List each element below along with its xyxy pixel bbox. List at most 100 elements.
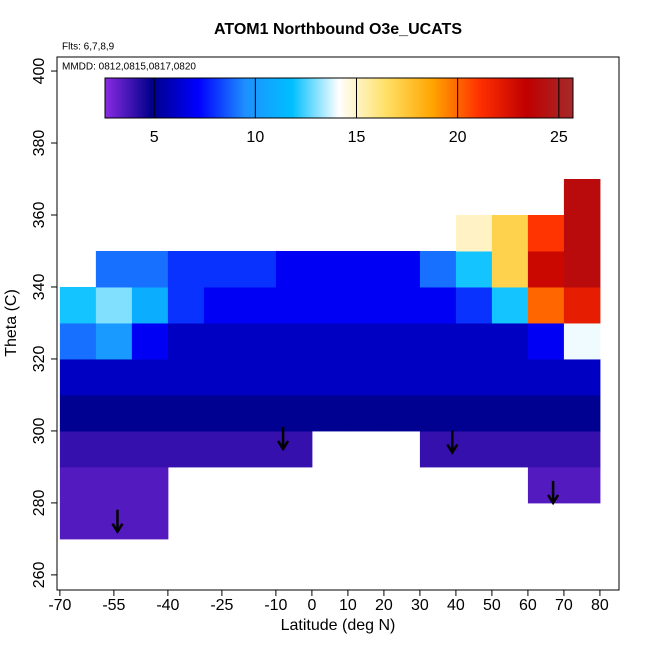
heatmap-cell: [419, 358, 457, 396]
heatmap-cell: [563, 250, 601, 288]
heatmap-cell: [59, 430, 97, 468]
heatmap-cell: [311, 322, 349, 360]
y-tick-label: 260: [31, 561, 48, 588]
heatmap-cell: [275, 322, 313, 360]
heatmap-cell: [491, 358, 529, 396]
x-tick-label: 10: [339, 597, 357, 614]
heatmap-cell: [311, 394, 349, 432]
colorbar-tick-label: 10: [246, 129, 264, 146]
heatmap-cell: [491, 214, 529, 252]
heatmap-cell: [455, 322, 493, 360]
arrow: [111, 509, 124, 535]
heatmap-cell: [203, 430, 241, 468]
heatmap-cell: [491, 394, 529, 432]
heatmap-cell: [527, 214, 565, 252]
heatmap-cell: [311, 358, 349, 396]
x-axis-label: Latitude (deg N): [281, 617, 396, 634]
heatmap-cell: [239, 358, 277, 396]
heatmap-cell: [275, 394, 313, 432]
x-tick-label: 40: [447, 597, 465, 614]
heatmap-cell: [239, 322, 277, 360]
heatmap-cell: [59, 502, 97, 540]
heatmap-cell: [455, 286, 493, 324]
y-tick-label: 400: [31, 58, 48, 85]
plot-frame: [56, 56, 620, 591]
heatmap-cell: [347, 358, 385, 396]
heatmap-cell: [59, 286, 97, 324]
heatmap-cell: [527, 394, 565, 432]
heatmap-cell: [167, 394, 205, 432]
heatmap-cell: [347, 322, 385, 360]
heatmap-cell: [95, 430, 133, 468]
colorbar: [104, 77, 574, 119]
subtitle: Flts: 6,7,8,9: [62, 42, 115, 53]
heatmap-cell: [95, 358, 133, 396]
y-axis-label: Theta (C): [3, 289, 20, 357]
annotation: MMDD: 0812,0815,0817,0820: [62, 62, 196, 73]
heatmap-cell: [347, 286, 385, 324]
heatmap-cell: [275, 250, 313, 288]
heatmap-cell: [239, 286, 277, 324]
heatmap-cell: [491, 322, 529, 360]
heatmap-cell: [419, 394, 457, 432]
heatmap-cell: [95, 250, 133, 288]
heatmap-cell: [491, 286, 529, 324]
x-tick-label: 70: [555, 597, 573, 614]
heatmap-cell: [131, 358, 169, 396]
heatmap-cell: [455, 214, 493, 252]
heatmap-cell: [131, 250, 169, 288]
heatmap-cell: [95, 502, 133, 540]
heatmap-cell: [563, 394, 601, 432]
heatmap-cell: [383, 322, 421, 360]
x-tick-label: -55: [102, 597, 125, 614]
x-tick-label: -40: [156, 597, 179, 614]
heatmap-cell: [527, 358, 565, 396]
y-tick-label: 300: [31, 417, 48, 444]
heatmap-cell: [563, 466, 601, 504]
chart-title: ATOM1 Northbound O3e_UCATS: [214, 21, 462, 38]
heatmap-cell: [455, 394, 493, 432]
heatmap-cell: [131, 466, 169, 504]
heatmap-cell: [131, 286, 169, 324]
heatmap-cell: [59, 394, 97, 432]
heatmap-cell: [347, 250, 385, 288]
arrow-head: [547, 494, 560, 506]
arrow-head: [277, 440, 290, 452]
x-tick-label: 0: [307, 597, 316, 614]
heatmap-cell: [167, 286, 205, 324]
heatmap-cell: [563, 358, 601, 396]
heatmap-cell: [95, 466, 133, 504]
heatmap-cell: [203, 394, 241, 432]
heatmap-cell: [95, 394, 133, 432]
heatmap-cell: [59, 466, 97, 504]
heatmap-cell: [455, 250, 493, 288]
heatmap-cell: [455, 430, 493, 468]
x-tick-label: 20: [375, 597, 393, 614]
heatmap-cell: [455, 358, 493, 396]
y-tick-label: 280: [31, 489, 48, 516]
colorbar-tick-label: 20: [449, 129, 467, 146]
colorbar-tick-label: 15: [348, 129, 366, 146]
colorbar-tick-label: 5: [150, 129, 159, 146]
heatmap-cell: [167, 430, 205, 468]
heatmap-cell: [527, 466, 565, 504]
heatmap-cell: [275, 286, 313, 324]
heatmap-cell: [131, 394, 169, 432]
heatmap-cell: [203, 358, 241, 396]
y-tick-label: 340: [31, 274, 48, 301]
x-tick-label: 80: [591, 597, 609, 614]
y-tick-label: 360: [31, 202, 48, 229]
heatmap-cell: [167, 322, 205, 360]
heatmap-cell: [419, 286, 457, 324]
heatmap-cell: [527, 286, 565, 324]
heatmap-cell: [527, 322, 565, 360]
heatmap-cell: [311, 250, 349, 288]
heatmap-cell: [383, 394, 421, 432]
x-tick-label: -70: [48, 597, 71, 614]
heatmap-cell: [167, 250, 205, 288]
heatmap-cell: [563, 430, 601, 468]
arrow: [446, 430, 459, 455]
x-tick-label: 30: [411, 597, 429, 614]
heatmap-cell: [563, 322, 601, 360]
heatmap-cell: [563, 214, 601, 252]
